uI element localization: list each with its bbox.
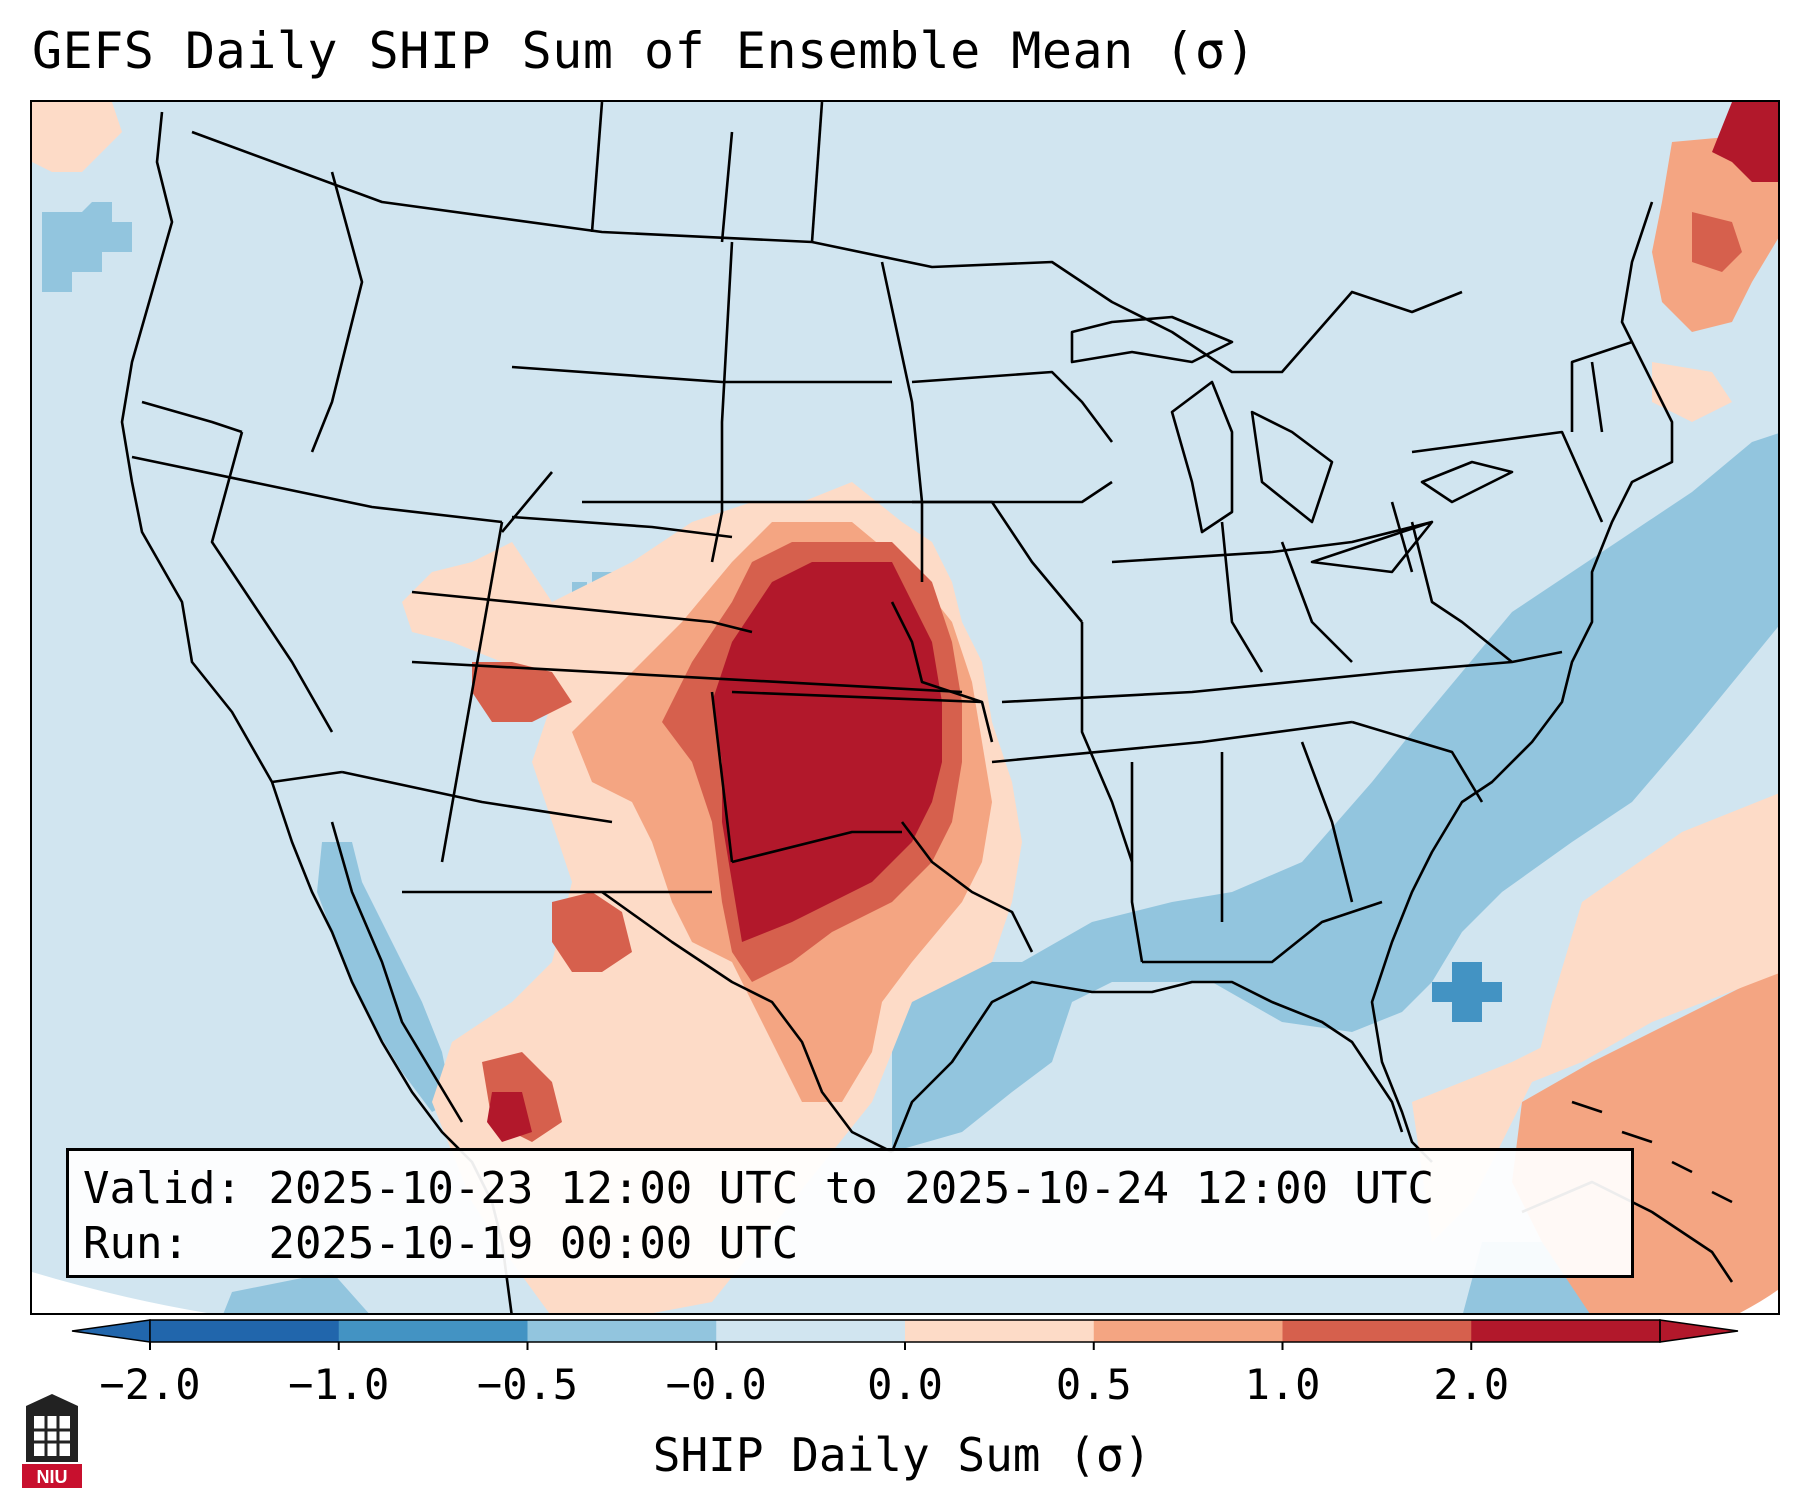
colorbar-tick-label: −0.5 xyxy=(476,1360,579,1409)
valid-label: Valid: xyxy=(83,1163,242,1214)
map-title: GEFS Daily SHIP Sum of Ensemble Mean (σ) xyxy=(32,22,1257,80)
colorbar-tick-label: −1.0 xyxy=(288,1360,390,1409)
colorbar-segment xyxy=(338,1320,528,1342)
colorbar-segment xyxy=(1093,1320,1283,1342)
colorbar-tick-label: 1.0 xyxy=(1244,1360,1321,1409)
valid-line: Valid: 2025-10-23 12:00 UTC to 2025-10-2… xyxy=(83,1161,1617,1216)
logo-text: NIU xyxy=(37,1467,68,1487)
colorbar-extend-low xyxy=(71,1319,151,1343)
valid-run-info-box: Valid: 2025-10-23 12:00 UTC to 2025-10-2… xyxy=(66,1148,1634,1278)
run-value: 2025-10-19 00:00 UTC xyxy=(268,1218,799,1269)
colorbar-segment xyxy=(716,1320,906,1342)
run-label: Run: xyxy=(83,1218,189,1269)
valid-value: 2025-10-23 12:00 UTC to 2025-10-24 12:00… xyxy=(268,1163,1435,1214)
run-line: Run: 2025-10-19 00:00 UTC xyxy=(83,1216,1617,1271)
colorbar-tick-label: 0.0 xyxy=(867,1360,943,1409)
colorbar-tick-label: 2.0 xyxy=(1433,1360,1510,1409)
positive-anomaly-shading xyxy=(32,102,1778,1313)
map-panel xyxy=(30,100,1780,1315)
colorbar-segment xyxy=(150,1320,340,1342)
colorbar-segment xyxy=(527,1320,717,1342)
niu-logo-icon: NIU xyxy=(22,1394,82,1488)
colorbar-segment xyxy=(1282,1320,1472,1342)
colorbar-tick-label: −0.0 xyxy=(665,1360,767,1409)
colorbar-tick-label: 0.5 xyxy=(1055,1360,1132,1409)
colorbar-label: SHIP Daily Sum (σ) xyxy=(652,1428,1152,1482)
colorbar-segment xyxy=(1471,1320,1661,1342)
no-data-corner xyxy=(32,1272,207,1313)
colorbar-segment xyxy=(905,1320,1095,1342)
colorbar-tick-label: −2.0 xyxy=(99,1360,201,1409)
colorbar-extend-high xyxy=(1659,1319,1739,1343)
colorbar xyxy=(71,1319,1739,1350)
map-canvas xyxy=(32,102,1778,1313)
state-boundaries xyxy=(120,102,1734,1313)
